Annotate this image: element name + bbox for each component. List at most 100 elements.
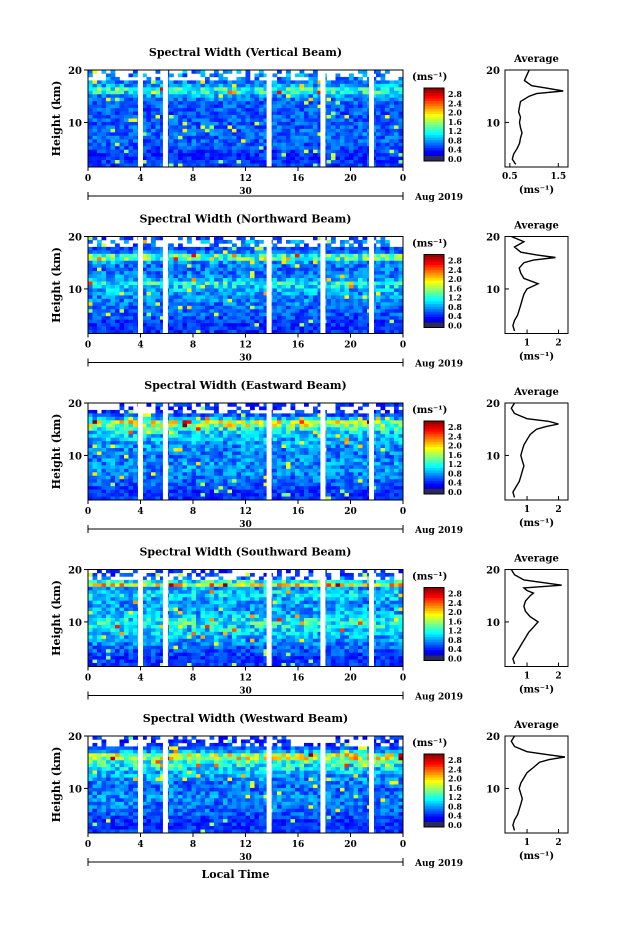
heatmap-cell: [295, 121, 300, 126]
heatmap-cell: [277, 253, 282, 258]
heatmap-cell: [169, 274, 174, 279]
colorbar-segment: [424, 298, 444, 302]
heatmap-cell: [277, 281, 282, 286]
heatmap-cell: [380, 149, 386, 154]
heatmap-cell: [227, 125, 233, 130]
heatmap-cell: [398, 153, 404, 157]
heatmap-cell: [335, 125, 341, 130]
heatmap-cell: [106, 323, 111, 327]
heatmap-cell: [295, 125, 300, 130]
heatmap-cell: [218, 496, 224, 501]
heatmap-cell: [110, 163, 116, 168]
heatmap-cell: [128, 406, 134, 411]
heatmap-cell: [115, 416, 120, 421]
heatmap-cell: [142, 104, 147, 109]
heatmap-cell: [124, 472, 129, 477]
heatmap-cell: [133, 482, 138, 487]
heatmap-cell: [218, 267, 224, 272]
heatmap-cell: [151, 489, 156, 494]
heatmap-cell: [259, 316, 264, 320]
heatmap-cell: [196, 267, 201, 272]
heatmap-cell: [340, 257, 345, 262]
heatmap-cell: [331, 316, 336, 320]
heatmap-cell: [101, 274, 107, 279]
heatmap-cell: [272, 101, 278, 105]
heatmap-cell: [250, 101, 255, 105]
heatmap-cell: [88, 274, 93, 279]
heatmap-cell: [187, 330, 192, 334]
heatmap-cell: [205, 465, 210, 470]
heatmap-cell: [88, 250, 93, 255]
average-x-tick-label: 1.5: [550, 172, 566, 182]
heatmap-cell: [281, 441, 287, 445]
colorbar-tick-label: 2.0: [448, 108, 462, 118]
heatmap-cell: [178, 298, 183, 303]
heatmap-cell: [272, 108, 278, 112]
heatmap-cell: [124, 416, 129, 421]
heatmap-cell: [263, 156, 269, 161]
heatmap-cell: [331, 132, 336, 137]
heatmap-cell: [389, 128, 395, 133]
heatmap-cell: [191, 330, 197, 334]
heatmap-cell: [272, 135, 278, 140]
heatmap-cell: [380, 108, 386, 112]
heatmap-cell: [335, 101, 341, 105]
heatmap-cell: [178, 409, 183, 414]
heatmap-cell: [241, 489, 246, 494]
heatmap-cell: [349, 260, 354, 265]
heatmap-cell: [335, 257, 341, 262]
heatmap-cell: [245, 493, 251, 497]
heatmap-cell: [385, 243, 390, 248]
heatmap-cell: [236, 416, 242, 421]
heatmap-cell: [385, 163, 390, 168]
heatmap-cell: [209, 153, 215, 157]
heatmap-cell: [358, 115, 363, 119]
heatmap-cell: [290, 264, 296, 268]
heatmap-cell: [218, 319, 224, 324]
heatmap-cell: [389, 118, 395, 123]
heatmap-cell: [277, 264, 282, 268]
heatmap-cell: [155, 330, 161, 334]
heatmap-cell: [389, 330, 395, 334]
heatmap-cell: [223, 76, 228, 81]
heatmap-cell: [119, 309, 125, 314]
heatmap-cell: [335, 128, 341, 133]
heatmap-cell: [299, 80, 305, 85]
heatmap-cell: [124, 267, 129, 272]
heatmap-cell: [110, 454, 116, 459]
heatmap-cell: [277, 257, 282, 262]
heatmap-cell: [245, 305, 251, 310]
heatmap-cell: [245, 94, 251, 99]
heatmap-cell: [394, 104, 399, 109]
heatmap-cell: [146, 111, 152, 116]
heatmap-cell: [169, 101, 174, 105]
heatmap-cell: [128, 479, 134, 483]
heatmap-cell: [353, 94, 359, 99]
heatmap-cell: [214, 94, 219, 99]
heatmap-cell: [101, 278, 107, 282]
heatmap-cell: [241, 319, 246, 324]
heatmap-cell: [133, 285, 138, 289]
heatmap-cell: [227, 146, 233, 150]
heatmap-cell: [308, 142, 314, 147]
heatmap-cell: [155, 423, 161, 428]
heatmap-cell: [160, 496, 165, 501]
heatmap-cell: [317, 243, 323, 248]
heatmap-cell: [281, 291, 287, 296]
heatmap-cell: [191, 108, 197, 112]
heatmap-cell: [124, 97, 129, 102]
heatmap-cell: [169, 496, 174, 501]
heatmap-cell: [308, 121, 314, 126]
heatmap-cell: [160, 108, 165, 112]
heatmap-cell: [349, 309, 354, 314]
heatmap-cell: [209, 461, 215, 466]
heatmap-cell: [290, 128, 296, 133]
heatmap-cell: [218, 274, 224, 279]
heatmap-cell: [223, 461, 228, 466]
heatmap-cell: [92, 475, 98, 480]
heatmap-cell: [146, 163, 152, 168]
heatmap-cell: [178, 142, 183, 147]
colorbar-segment: [424, 293, 444, 297]
heatmap-cell: [187, 406, 192, 411]
heatmap-cell: [92, 493, 98, 497]
